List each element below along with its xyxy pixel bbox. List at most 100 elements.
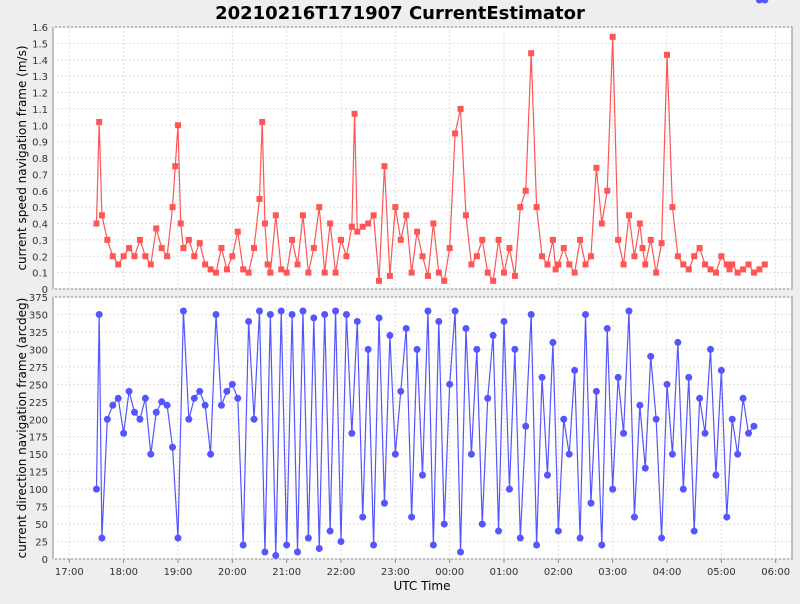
data-point: [533, 541, 541, 549]
data-point: [353, 317, 361, 325]
x-tick-label: 05:00: [707, 567, 736, 578]
data-point: [522, 422, 530, 430]
y-tick-label: 0.3: [32, 236, 48, 247]
y-tick-label: 350: [29, 310, 48, 321]
data-point: [679, 485, 687, 493]
data-point: [126, 245, 133, 252]
data-point: [668, 450, 676, 458]
data-point: [259, 118, 266, 125]
data-point: [310, 245, 317, 252]
y-tick-label: 1.1: [32, 105, 48, 116]
data-point: [576, 534, 584, 542]
data-point: [177, 220, 184, 227]
data-point: [283, 269, 290, 276]
data-point: [674, 253, 681, 260]
data-point: [462, 324, 470, 332]
data-point: [669, 204, 676, 211]
y-tick-label: 1.6: [32, 23, 48, 34]
y-tick-label: 200: [29, 415, 48, 426]
y-tick-label: 0.6: [32, 187, 48, 198]
y-tick-label: 1.0: [32, 121, 48, 132]
data-point: [429, 541, 437, 549]
data-point: [501, 269, 508, 276]
data-point: [234, 394, 242, 402]
data-point: [636, 220, 643, 227]
data-point: [761, 0, 769, 4]
data-point: [201, 401, 209, 409]
data-point: [397, 236, 404, 243]
x-tick-label: 20:00: [218, 567, 247, 578]
data-point: [218, 245, 225, 252]
data-point: [630, 513, 638, 521]
data-point: [593, 164, 600, 171]
data-point: [560, 415, 568, 423]
data-point: [403, 212, 410, 219]
data-point: [489, 331, 497, 339]
y-tick-label: 1.2: [32, 89, 48, 100]
data-point: [180, 245, 187, 252]
data-point: [96, 118, 103, 125]
data-point: [505, 485, 513, 493]
y-tick-label: 0.1: [32, 269, 48, 280]
data-point: [740, 266, 747, 273]
data-point: [552, 266, 559, 273]
data-point: [728, 415, 736, 423]
data-point: [386, 272, 393, 279]
data-point: [172, 163, 179, 170]
data-point: [729, 261, 736, 268]
data-point: [495, 236, 502, 243]
data-point: [169, 204, 176, 211]
data-point: [473, 253, 480, 260]
data-point: [674, 338, 682, 346]
data-point: [522, 187, 529, 194]
data-point: [424, 307, 432, 315]
data-point: [565, 450, 573, 458]
data-point: [755, 0, 763, 4]
data-point: [158, 398, 166, 406]
data-point: [196, 387, 204, 395]
data-point: [543, 471, 551, 479]
data-point: [663, 380, 671, 388]
data-point: [609, 33, 616, 40]
direction-plot: 0 25 50 75 100 125 150 175 200 225 250 275 300 325 350…: [15, 0, 793, 566]
data-point: [555, 261, 562, 268]
data-point: [359, 223, 366, 230]
data-point: [468, 261, 475, 268]
data-point: [202, 261, 209, 268]
y-tick-label: 100: [29, 485, 48, 496]
x-axis-label: UTC Time: [394, 579, 451, 593]
data-point: [506, 245, 513, 252]
data-point: [620, 429, 628, 437]
data-point: [153, 225, 160, 232]
y-tick-label: 1.3: [32, 72, 48, 83]
data-point: [245, 317, 253, 325]
data-point: [223, 387, 231, 395]
x-axis: 17:00 18:00 19:00 20:00 21:00 22:00 23:00 00:00…: [55, 559, 790, 578]
data-point: [261, 548, 269, 556]
data-point: [587, 253, 594, 260]
data-point: [212, 310, 220, 318]
data-point: [266, 310, 274, 318]
data-point: [191, 253, 198, 260]
data-point: [571, 269, 578, 276]
data-point: [305, 269, 312, 276]
data-point: [337, 538, 345, 546]
data-point: [566, 261, 573, 268]
y-tick-label: 1.5: [32, 39, 48, 50]
data-point: [598, 220, 605, 227]
data-point: [255, 307, 263, 315]
data-point: [734, 269, 741, 276]
data-point: [446, 245, 453, 252]
data-point: [538, 373, 546, 381]
data-point: [380, 499, 388, 507]
data-point: [484, 269, 491, 276]
data-point: [604, 187, 611, 194]
data-point: [756, 266, 763, 273]
data-point: [256, 195, 263, 202]
y-tick-label: 0: [42, 555, 48, 566]
x-tick-label: 06:00: [761, 567, 790, 578]
data-point: [245, 269, 252, 276]
y-tick-label: 375: [29, 293, 48, 304]
data-point: [462, 212, 469, 219]
data-point: [745, 261, 752, 268]
